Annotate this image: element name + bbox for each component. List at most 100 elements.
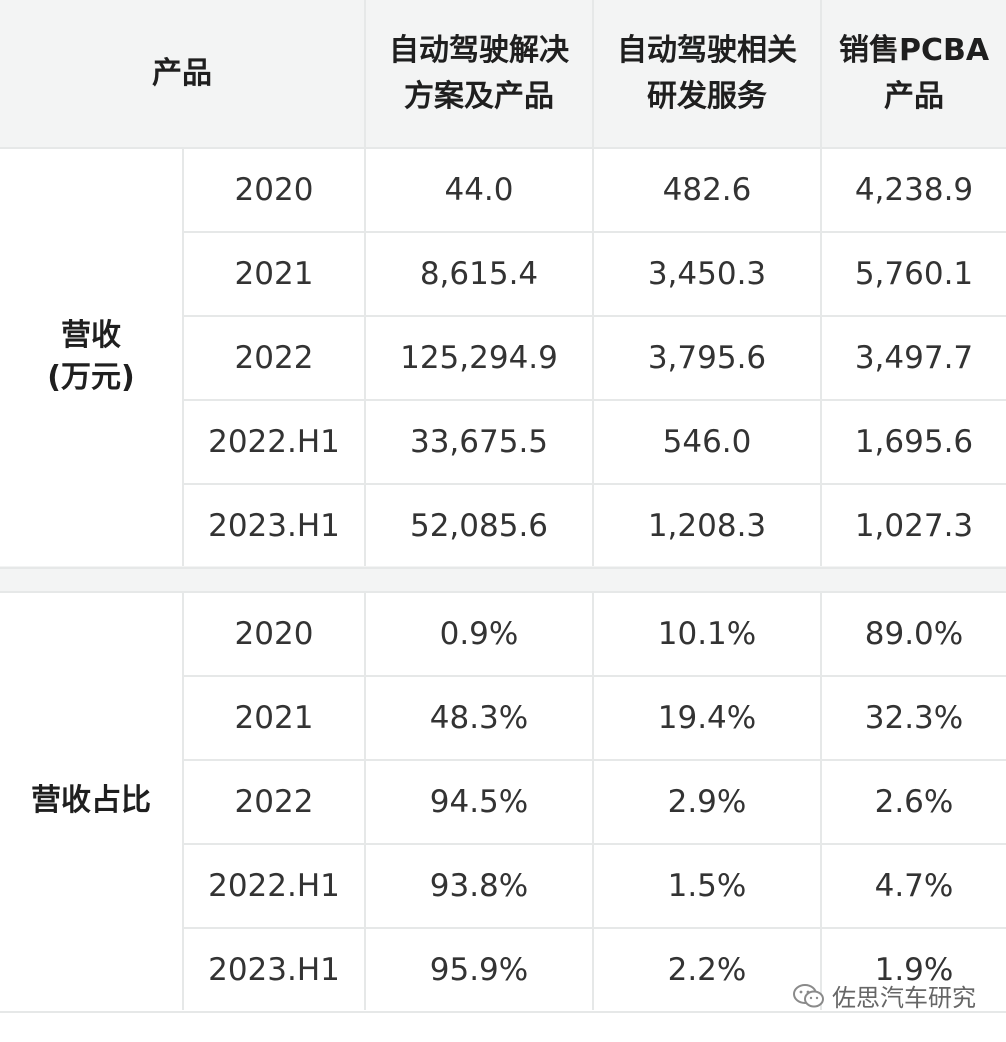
grid-line [182,399,1006,401]
value-cell: 2.6% [822,760,1006,844]
header-col1-text: 自动驾驶解决 方案及产品 [389,28,569,120]
value-text: 1.5% [667,868,747,904]
value-text: 95.9% [429,952,529,988]
grid-line [182,927,1006,929]
watermark-text: 佐思汽车研究 [832,984,976,1012]
value-text: 33,675.5 [409,424,549,460]
value-text: 1,695.6 [854,424,974,460]
value-text: 8,615.4 [419,256,539,292]
period-cell: 2021 [184,232,364,316]
wechat-icon [793,983,824,1007]
value-text: 44.0 [444,172,514,208]
value-cell: 546.0 [594,400,820,484]
value-text: 482.6 [662,172,752,208]
grid-line [182,483,1006,485]
value-cell: 1.5% [594,844,820,928]
period-label: 2022.H1 [208,424,340,460]
header-col2-line1: 自动驾驶相关 [617,33,797,68]
value-text: 1.9% [874,952,954,988]
value-cell: 2.2% [594,928,820,1012]
value-cell: 8,615.4 [366,232,592,316]
value-cell: 48.3% [366,676,592,760]
header-col1-line1: 自动驾驶解决 [389,33,569,68]
period-cell: 2023.H1 [184,484,364,568]
value-text: 2.2% [667,952,747,988]
period-label: 2021 [234,256,314,292]
group-label-revenue-line1: 营收 [60,318,121,353]
value-text: 125,294.9 [400,340,558,376]
group-label-share: 营收占比 [0,592,182,1010]
grid-line [0,1011,1006,1013]
value-cell: 32.3% [822,676,1006,760]
value-text: 4,238.9 [854,172,974,208]
value-text: 1,027.3 [854,508,974,544]
grid-line [820,0,822,566]
header-product: 产品 [0,0,364,148]
period-label: 2022 [234,340,314,376]
value-text: 89.0% [864,616,964,652]
period-label: 2020 [234,172,314,208]
value-cell: 1.9% [822,928,1006,1012]
grid-line [182,675,1006,677]
grid-line [182,148,184,566]
value-cell: 89.0% [822,592,1006,676]
header-product-label: 产品 [152,56,212,91]
value-cell: 33,675.5 [366,400,592,484]
grid-line [0,567,1006,569]
value-text: 93.8% [429,868,529,904]
grid-line [182,592,184,1010]
grid-line [592,0,594,566]
value-cell: 1,027.3 [822,484,1006,568]
group-label-share-text: 营收占比 [31,783,151,818]
value-cell: 3,795.6 [594,316,820,400]
value-text: 2.6% [874,784,954,820]
value-cell: 4.7% [822,844,1006,928]
period-label: 2021 [234,700,314,736]
period-cell: 2020 [184,148,364,232]
grid-line [182,231,1006,233]
period-cell: 2023.H1 [184,928,364,1012]
header-col3-text: 销售PCBA 产品 [839,28,989,120]
value-cell: 125,294.9 [366,316,592,400]
header-col1-line2: 方案及产品 [404,79,554,114]
grid-line [364,0,366,566]
header-col2-text: 自动驾驶相关 研发服务 [617,28,797,120]
period-cell: 2022.H1 [184,844,364,928]
group-label-revenue-text: 营收 (万元) [47,315,134,399]
period-label: 2022.H1 [208,868,340,904]
header-col3-line1: 销售PCBA [838,33,990,68]
period-cell: 2022 [184,760,364,844]
group-label-revenue: 营收 (万元) [0,148,182,566]
value-text: 10.1% [657,616,757,652]
group-label-revenue-line2: (万元) [47,360,135,395]
value-cell: 5,760.1 [822,232,1006,316]
value-cell: 44.0 [366,148,592,232]
grid-line [592,592,594,1010]
header-col3-line2: 产品 [884,79,944,114]
value-text: 32.3% [864,700,964,736]
grid-line [182,759,1006,761]
value-text: 3,497.7 [854,340,974,376]
value-cell: 1,695.6 [822,400,1006,484]
header-col2: 自动驾驶相关 研发服务 [594,0,820,148]
value-text: 2.9% [667,784,747,820]
value-text: 546.0 [662,424,752,460]
value-cell: 1,208.3 [594,484,820,568]
header-col3: 销售PCBA 产品 [822,0,1006,148]
value-cell: 94.5% [366,760,592,844]
value-text: 4.7% [874,868,954,904]
value-text: 19.4% [657,700,757,736]
value-text: 52,085.6 [409,508,549,544]
value-cell: 93.8% [366,844,592,928]
value-text: 0.9% [439,616,519,652]
value-text: 3,795.6 [647,340,767,376]
value-cell: 19.4% [594,676,820,760]
value-cell: 95.9% [366,928,592,1012]
period-cell: 2022.H1 [184,400,364,484]
grid-line [820,592,822,1010]
group-separator [0,566,1006,592]
period-label: 2020 [234,616,314,652]
value-text: 3,450.3 [647,256,767,292]
value-text: 48.3% [429,700,529,736]
watermark: 佐思汽车研究 [792,978,976,1013]
